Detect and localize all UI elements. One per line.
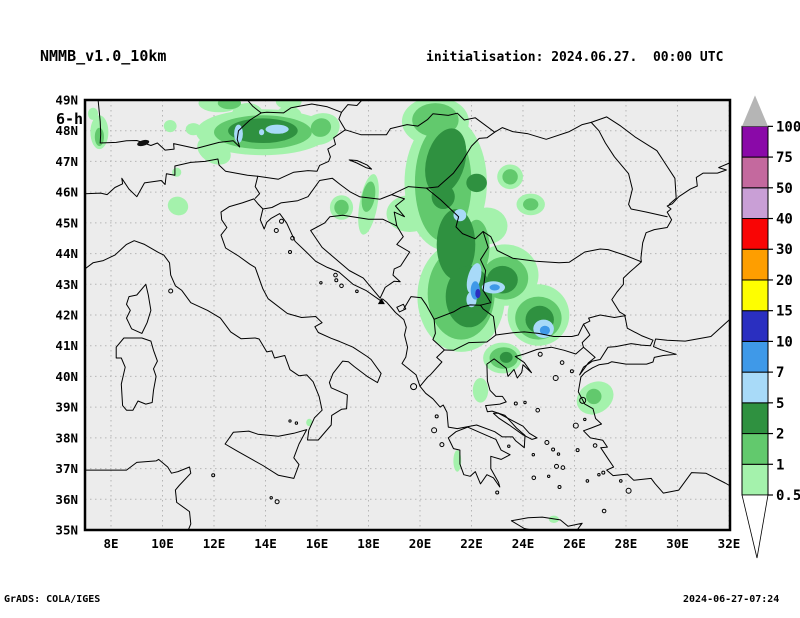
svg-text:37N: 37N <box>55 461 78 476</box>
svg-text:49N: 49N <box>55 93 78 108</box>
svg-text:20E: 20E <box>409 536 432 551</box>
svg-text:75: 75 <box>776 150 793 166</box>
svg-text:15: 15 <box>776 304 793 320</box>
svg-text:100: 100 <box>776 119 800 135</box>
lakes <box>137 139 407 313</box>
svg-text:16E: 16E <box>306 536 329 551</box>
svg-text:38N: 38N <box>55 430 78 445</box>
svg-text:30E: 30E <box>666 536 689 551</box>
svg-text:46N: 46N <box>55 185 78 200</box>
coastlines <box>85 162 730 530</box>
city-marker <box>377 298 385 305</box>
svg-text:10E: 10E <box>151 536 174 551</box>
grads-credit: GrADS: COLA/IGES <box>4 594 101 605</box>
svg-text:0.5: 0.5 <box>776 488 800 504</box>
svg-text:40: 40 <box>776 212 793 228</box>
colorbar <box>741 95 769 559</box>
svg-text:24E: 24E <box>512 536 535 551</box>
islands <box>168 218 632 514</box>
svg-text:45N: 45N <box>55 215 78 230</box>
svg-text:18E: 18E <box>357 536 380 551</box>
init-time: initialisation: 2024.06.27. 00:00 UTC <box>426 50 724 65</box>
svg-text:22E: 22E <box>460 536 483 551</box>
lake-constance <box>137 139 150 147</box>
svg-text:7: 7 <box>776 365 784 381</box>
svg-text:26E: 26E <box>563 536 586 551</box>
svg-text:28E: 28E <box>615 536 638 551</box>
svg-text:2: 2 <box>776 427 784 443</box>
precip-shading <box>87 100 614 523</box>
colorbar-under-arrow <box>741 494 769 559</box>
svg-text:40N: 40N <box>55 369 78 384</box>
svg-text:41N: 41N <box>55 338 78 353</box>
model-title: NMMB_v1.0_10km <box>40 47 167 65</box>
svg-text:20: 20 <box>776 273 793 289</box>
svg-text:44N: 44N <box>55 246 78 261</box>
svg-text:12E: 12E <box>203 536 226 551</box>
svg-text:5: 5 <box>776 396 784 412</box>
map-frame <box>83 98 732 532</box>
svg-text:10: 10 <box>776 334 793 350</box>
svg-text:43N: 43N <box>55 277 78 292</box>
colorbar-over-arrow <box>742 95 768 127</box>
svg-text:32E: 32E <box>718 536 741 551</box>
svg-text:30: 30 <box>776 242 793 258</box>
svg-text:47N: 47N <box>55 154 78 169</box>
svg-text:36N: 36N <box>55 492 78 507</box>
country-borders <box>85 100 677 387</box>
svg-text:1: 1 <box>776 457 784 473</box>
svg-text:8E: 8E <box>103 536 118 551</box>
svg-text:42N: 42N <box>55 308 78 323</box>
svg-text:50: 50 <box>776 181 793 197</box>
lat-axis-labels: 49N 48N 47N 46N 45N 44N 43N 42N 41N 40N 39N 38N 37N 3… <box>55 93 78 538</box>
svg-text:48N: 48N <box>55 123 78 138</box>
svg-text:35N: 35N <box>55 523 78 538</box>
colorbar-labels: 0.5 1 2 5 7 10 15 20 30 40 50 75 100 <box>768 119 800 504</box>
svg-text:39N: 39N <box>55 400 78 415</box>
svg-text:14E: 14E <box>254 536 277 551</box>
lon-axis-labels: 8E 10E 12E 14E 16E 18E 20E 22E 24E 26E 28E 30E 32E <box>103 536 740 551</box>
creation-timestamp: 2024-06-27-07:24 <box>683 594 780 605</box>
